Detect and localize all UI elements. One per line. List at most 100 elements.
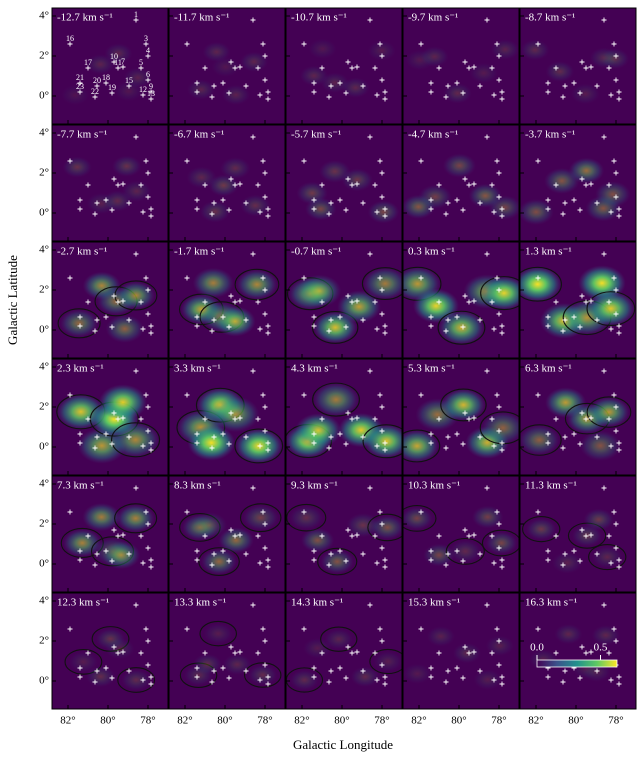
source-marker	[460, 675, 466, 681]
source-marker	[460, 324, 466, 330]
emission	[324, 629, 353, 650]
emission	[490, 39, 519, 60]
source-marker	[377, 275, 383, 281]
emission	[243, 504, 279, 531]
source-marker	[360, 83, 366, 89]
source-marker	[133, 485, 139, 491]
source-marker	[265, 557, 271, 563]
source-marker	[535, 392, 541, 398]
source-marker	[588, 64, 594, 70]
source-marker	[499, 674, 505, 680]
source-marker	[194, 431, 200, 437]
panel-frame	[285, 358, 403, 476]
source-marker	[379, 662, 385, 668]
source-marker	[301, 509, 307, 515]
emission	[520, 266, 562, 302]
source-marker	[194, 440, 200, 446]
source-marker	[140, 209, 146, 215]
source-marker	[601, 368, 607, 374]
source-marker	[484, 368, 490, 374]
source-marker	[111, 59, 117, 65]
emission	[112, 155, 142, 177]
source-marker	[606, 416, 612, 422]
source-marker	[496, 170, 502, 176]
source-marker	[220, 314, 226, 320]
velocity-label: -11.7 km s⁻¹	[174, 12, 229, 24]
source-marker	[148, 323, 154, 329]
source-marker	[491, 677, 497, 683]
source-marker	[577, 441, 583, 447]
source-marker	[109, 324, 115, 330]
source-marker	[579, 527, 585, 533]
panel-frame	[519, 7, 637, 125]
panel-frame	[168, 358, 286, 476]
source-marker	[326, 445, 332, 451]
emission	[308, 38, 337, 59]
source-marker	[265, 96, 271, 102]
emission	[199, 200, 231, 223]
emission	[305, 197, 337, 221]
y-tick-label: 4°	[39, 10, 49, 22]
y-tick-label: 0°	[39, 558, 49, 570]
y-tick-label: 4°	[39, 361, 49, 373]
panel-image	[520, 125, 636, 241]
contour	[243, 662, 282, 688]
source-marker	[237, 649, 243, 655]
source-marker	[250, 485, 256, 491]
source-marker	[466, 533, 472, 539]
source-marker	[418, 158, 424, 164]
source-marker	[553, 299, 559, 305]
source-marker	[466, 416, 472, 422]
source-marker	[616, 681, 622, 687]
source-label: 11	[114, 58, 122, 67]
source-marker	[232, 299, 238, 305]
panel-image	[520, 593, 636, 709]
source-marker	[326, 679, 332, 685]
emission	[520, 424, 560, 456]
source-marker	[311, 440, 317, 446]
panel: 16.3 km s⁻¹ 82° 80° 78° 0.0 0.5	[519, 592, 637, 727]
x-tick-label: 80°	[568, 715, 583, 727]
source-marker	[496, 545, 502, 551]
emission	[236, 269, 278, 300]
source-marker	[613, 638, 619, 644]
source-marker	[319, 416, 325, 422]
source-marker	[428, 674, 434, 680]
panel: 3.3 km s⁻¹	[168, 358, 286, 476]
contour	[114, 280, 158, 311]
source-marker	[194, 206, 200, 212]
source-marker	[120, 415, 126, 421]
source-label: 21	[76, 73, 84, 82]
source-marker	[360, 434, 366, 440]
source-marker	[616, 323, 622, 329]
emission	[122, 180, 152, 202]
source-marker	[194, 323, 200, 329]
source-marker	[608, 209, 614, 215]
panel-image	[520, 8, 636, 124]
panel-frame	[51, 241, 169, 359]
source-label: 12	[139, 85, 147, 94]
source-marker	[67, 41, 73, 47]
source-marker	[226, 558, 232, 564]
source-marker	[616, 447, 622, 453]
source-marker	[471, 532, 477, 538]
source-marker	[613, 428, 619, 434]
source-marker	[484, 251, 490, 257]
source-marker	[194, 314, 200, 320]
panel-image	[169, 242, 285, 358]
x-tick-label: 78°	[491, 715, 506, 727]
source-marker	[262, 170, 268, 176]
source-marker	[436, 416, 442, 422]
panel-image	[286, 8, 402, 124]
emission	[481, 411, 519, 445]
source-marker	[211, 434, 217, 440]
source-marker	[194, 197, 200, 203]
source-marker	[443, 211, 449, 217]
source-marker	[374, 92, 380, 98]
source-marker	[85, 65, 91, 71]
source-marker	[494, 626, 500, 632]
source-marker	[611, 41, 617, 47]
colorbar	[536, 659, 618, 668]
source-marker	[489, 65, 495, 71]
